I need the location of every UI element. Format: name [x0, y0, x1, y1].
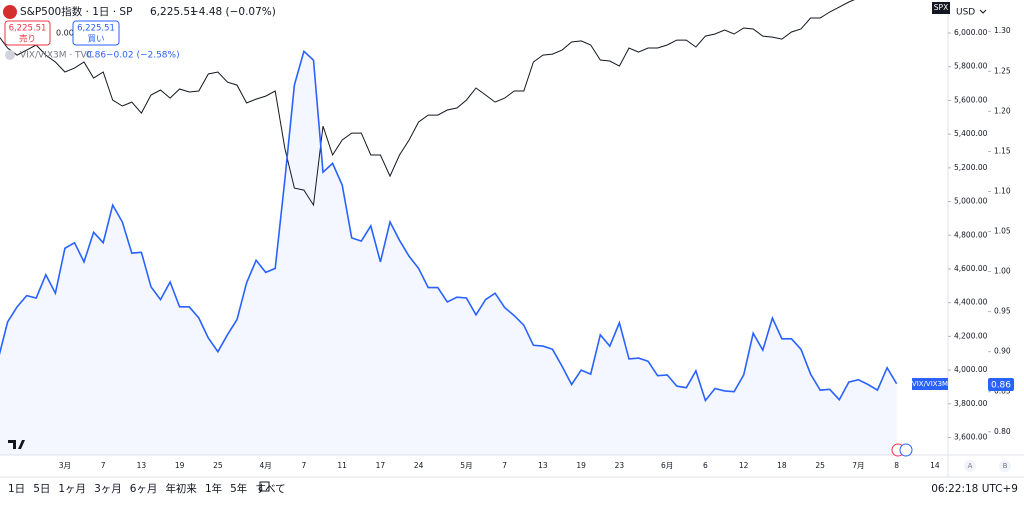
- y-tick-label: 5,400.00: [954, 129, 988, 138]
- date-range-icon[interactable]: [259, 481, 270, 492]
- scale-b: B: [1003, 462, 1008, 470]
- vix-badge-bg: [912, 378, 948, 390]
- sell-button[interactable]: [4, 20, 51, 46]
- vix-last-label: 0.86: [991, 381, 1011, 391]
- spread: 0.00: [56, 29, 74, 38]
- series-line: [0, 0, 855, 207]
- x-tick-label: 3月: [59, 461, 71, 470]
- y2-tick-label: 1.20: [994, 106, 1011, 115]
- x-tick-label: 19: [576, 461, 586, 470]
- y-tick-label: 3,600.00: [954, 432, 988, 441]
- plot-area: [0, 0, 898, 455]
- sell-label: 売り: [19, 34, 36, 45]
- y-tick-label: 5,200.00: [954, 163, 988, 172]
- y-tick-label: 4,000.00: [954, 365, 988, 374]
- scale-a: A: [968, 462, 973, 470]
- range-button[interactable]: 3ヶ月: [94, 483, 122, 495]
- x-tick-label: 7月: [852, 461, 864, 470]
- y-tick-label: 4,600.00: [954, 264, 988, 273]
- range-button[interactable]: 1年: [205, 482, 222, 495]
- currency[interactable]: USD: [956, 8, 975, 18]
- legend-price: 6,225.51: [150, 6, 197, 18]
- y2-tick-label: 1.10: [994, 186, 1011, 195]
- y-tick-label: 5,000.00: [954, 197, 988, 206]
- y-tick-label: 6,000.00: [954, 28, 988, 37]
- legend-vix-price: 0.86: [86, 51, 106, 61]
- y-tick-label: 3,800.00: [954, 399, 988, 408]
- x-tick-label: 6月: [661, 461, 673, 470]
- event-icon[interactable]: [899, 443, 913, 457]
- y2-tick-label: 0.80: [994, 427, 1011, 436]
- x-tick-label: 17: [376, 461, 386, 470]
- compare-icon: [5, 50, 15, 60]
- y2-tick-label: 0.90: [994, 347, 1011, 356]
- y2-tick-label: 0.85: [994, 387, 1011, 396]
- x-tick-label: 12: [739, 461, 749, 470]
- x-tick-label: 7: [302, 461, 307, 470]
- y-tick-label: 4,800.00: [954, 230, 988, 239]
- y-tick-label: 5,600.00: [954, 95, 988, 104]
- currency-caret: [979, 9, 987, 14]
- x-tick-label: 19: [175, 461, 185, 470]
- y-tick-label: 4,400.00: [954, 298, 988, 307]
- x-tick-label: 5月: [460, 461, 472, 470]
- y2-tick-label: 1.00: [994, 267, 1011, 276]
- y2-tick-label: 1.25: [994, 66, 1011, 75]
- range-button[interactable]: 5年: [230, 482, 247, 495]
- range-button[interactable]: 6ヶ月: [130, 483, 158, 495]
- range-button[interactable]: 1日: [8, 483, 25, 495]
- x-tick-label: 25: [213, 461, 223, 470]
- x-tick-label: 11: [337, 461, 347, 470]
- series-line: [0, 49, 898, 403]
- range-button[interactable]: すべて: [255, 483, 285, 495]
- axes: 3,600.00 3,800.00 4,000.00 4,200.00 4,400.00…: [59, 26, 1011, 470]
- y2-tick-label: 1.05: [994, 227, 1011, 236]
- range-button[interactable]: 1ヶ月: [58, 483, 86, 495]
- legend-vix-title[interactable]: VIX/VIX3M · TVC: [20, 51, 93, 61]
- x-tick-label: 8: [894, 461, 899, 470]
- x-tick-label: 7: [502, 461, 507, 470]
- x-tick-label: 25: [815, 461, 825, 470]
- x-tick-label: 18: [777, 461, 787, 470]
- x-tick-label: 13: [538, 461, 548, 470]
- series-area: [0, 51, 897, 455]
- symbol-icon: [3, 5, 17, 19]
- vix-last-bg: [988, 378, 1014, 391]
- x-tick-label: 6: [703, 461, 708, 470]
- range-button[interactable]: 年初来: [165, 482, 197, 495]
- buy-button[interactable]: [72, 20, 120, 46]
- sell-price: 6,225.51: [9, 24, 47, 34]
- tv-logo: [8, 440, 25, 449]
- clock: 06:22:18 UTC+9: [931, 483, 1018, 495]
- x-tick-label: 14: [930, 461, 940, 470]
- legend-title[interactable]: S&P500指数 · 1日 · SP: [20, 5, 132, 18]
- scale-a-btn[interactable]: [964, 460, 976, 472]
- symbol-badge-bg: [932, 2, 950, 14]
- legend-vix-change: −0.02 (−2.58%): [106, 51, 180, 61]
- y2-tick-label: 1.15: [994, 146, 1011, 155]
- x-tick-label: 23: [615, 461, 625, 470]
- toolbar: 1日 5日 1ヶ月 3ヶ月 6ヶ月 年初来 1年 5年 すべて: [8, 482, 286, 495]
- legend-change: −4.48 (−0.07%): [190, 6, 276, 18]
- symbol-badge: SPX: [934, 3, 948, 12]
- y-tick-label: 5,800.00: [954, 62, 988, 71]
- x-tick-label: 7: [101, 461, 106, 470]
- range-button[interactable]: 5日: [33, 483, 50, 495]
- y-tick-label: 4,200.00: [954, 331, 988, 340]
- vix-badge: VIX/VIX3M: [912, 380, 948, 388]
- x-tick-label: 4月: [260, 461, 272, 470]
- buy-label: 買い: [87, 35, 104, 45]
- buy-price: 6,225.51: [77, 24, 115, 34]
- y2-tick-label: 0.95: [994, 307, 1011, 316]
- scale-b-btn[interactable]: [999, 460, 1011, 472]
- x-tick-label: 24: [414, 461, 424, 470]
- y2-tick-label: 1.30: [994, 26, 1011, 35]
- x-tick-label: 13: [137, 461, 147, 470]
